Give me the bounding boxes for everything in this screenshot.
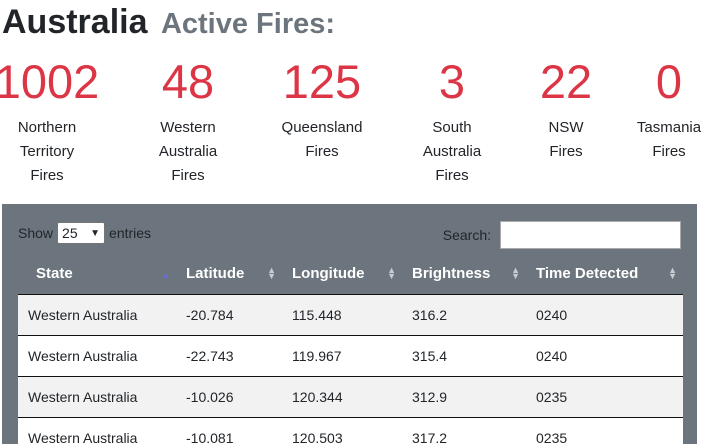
column-header-label: State xyxy=(36,265,73,283)
column-header-label: Brightness xyxy=(412,265,491,283)
search-label: Search: xyxy=(442,227,491,243)
fires-table: State ▼ Latitude ▲ ▼ Longitude ▲ ▼ Brightn… xyxy=(18,254,683,444)
cell-longitude: 120.344 xyxy=(282,376,402,418)
sort-both-icon: ▲ ▼ xyxy=(267,265,276,281)
stat-label: NSW Fires xyxy=(548,119,584,160)
cell-latitude: -10.081 xyxy=(176,417,282,444)
stat-tasmania: 0 Tasmania Fires xyxy=(613,54,708,164)
page-title-main: Australia xyxy=(2,3,148,41)
stat-queensland: 125 Queensland Fires xyxy=(266,54,378,164)
column-header-time-detected[interactable]: Time Detected ▲ ▼ xyxy=(526,254,683,294)
column-header-state[interactable]: State ▼ xyxy=(18,254,176,294)
cell-time-detected: 0235 xyxy=(526,417,683,444)
stat-label: South Australia Fires xyxy=(422,119,482,184)
page-length-control: Show 25 ▼ entries xyxy=(18,222,151,244)
cell-latitude: -22.743 xyxy=(176,335,282,377)
stat-value: 48 xyxy=(161,55,215,108)
table-row: Western Australia -22.743 119.967 315.4 … xyxy=(18,335,683,377)
show-label: Show xyxy=(18,225,54,241)
stat-value: 22 xyxy=(539,55,593,108)
entries-label: entries xyxy=(109,225,152,241)
column-header-brightness[interactable]: Brightness ▲ ▼ xyxy=(402,254,526,294)
column-header-latitude[interactable]: Latitude ▲ ▼ xyxy=(176,254,282,294)
table-row: Western Australia -10.081 120.503 317.2 … xyxy=(18,417,683,444)
chevron-down-icon: ▼ xyxy=(90,227,101,239)
stat-label: Tasmania Fires xyxy=(636,119,702,160)
sort-both-icon: ▲ ▼ xyxy=(511,265,520,281)
table-row: Western Australia -20.784 115.448 316.2 … xyxy=(18,293,683,336)
page-title: Australia Active Fires: xyxy=(2,2,335,44)
stat-western-australia: 48 Western Australia Fires xyxy=(132,54,244,188)
stat-label: Western Australia Fires xyxy=(158,119,218,184)
stat-value: 125 xyxy=(282,55,362,108)
page-subtitle: Active Fires: xyxy=(160,8,336,40)
search-control: Search: xyxy=(443,221,681,249)
fires-table-panel: Show 25 ▼ entries Search: State ▼ Latitu… xyxy=(2,204,697,444)
table-header-row: State ▼ Latitude ▲ ▼ Longitude ▲ ▼ Brightn… xyxy=(18,254,683,294)
cell-state: Western Australia xyxy=(18,293,176,336)
column-header-longitude[interactable]: Longitude ▲ ▼ xyxy=(282,254,402,294)
cell-longitude: 120.503 xyxy=(282,417,402,444)
column-header-label: Time Detected xyxy=(536,265,639,283)
column-header-label: Latitude xyxy=(186,265,245,283)
cell-brightness: 317.2 xyxy=(402,417,526,444)
cell-time-detected: 0240 xyxy=(526,293,683,336)
cell-state: Western Australia xyxy=(18,417,176,444)
cell-state: Western Australia xyxy=(18,376,176,418)
cell-time-detected: 0240 xyxy=(526,335,683,377)
search-input[interactable] xyxy=(500,221,681,249)
cell-brightness: 316.2 xyxy=(402,293,526,336)
cell-longitude: 115.448 xyxy=(282,293,402,336)
cell-brightness: 312.9 xyxy=(402,376,526,418)
stat-south-australia: 3 South Australia Fires xyxy=(396,54,508,188)
sort-both-icon: ▲ ▼ xyxy=(387,265,396,281)
cell-latitude: -20.784 xyxy=(176,293,282,336)
page-length-select[interactable]: 25 ▼ xyxy=(57,222,106,244)
column-header-label: Longitude xyxy=(292,265,365,283)
stat-value: 3 xyxy=(438,55,466,108)
table-row: Western Australia -10.026 120.344 312.9 … xyxy=(18,376,683,418)
page-length-value: 25 xyxy=(62,225,78,241)
stat-northern-territory: 1002 Northern Territory Fires xyxy=(0,54,103,188)
stat-label: Northern Territory Fires xyxy=(17,119,77,184)
sort-both-icon: ▲ ▼ xyxy=(668,265,677,281)
cell-brightness: 315.4 xyxy=(402,335,526,377)
stat-value: 0 xyxy=(655,55,683,108)
cell-time-detected: 0235 xyxy=(526,376,683,418)
stat-value: 1002 xyxy=(0,55,100,108)
sort-desc-icon: ▼ xyxy=(161,272,170,282)
stat-label: Queensland Fires xyxy=(281,119,363,160)
cell-longitude: 119.967 xyxy=(282,335,402,377)
stat-nsw: 22 NSW Fires xyxy=(510,54,622,164)
cell-state: Western Australia xyxy=(18,335,176,377)
cell-latitude: -10.026 xyxy=(176,376,282,418)
